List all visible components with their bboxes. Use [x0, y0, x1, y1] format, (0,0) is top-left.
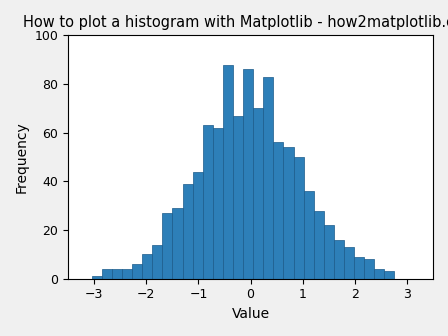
Bar: [132, 264, 142, 279]
Bar: [172, 208, 183, 279]
Bar: [284, 147, 293, 279]
Bar: [193, 172, 203, 279]
Bar: [142, 254, 152, 279]
Bar: [183, 184, 193, 279]
Bar: [152, 245, 163, 279]
Bar: [122, 269, 132, 279]
Bar: [163, 213, 172, 279]
Bar: [253, 108, 263, 279]
Bar: [92, 276, 102, 279]
Bar: [384, 271, 394, 279]
Bar: [213, 128, 223, 279]
Bar: [243, 70, 253, 279]
Bar: [233, 116, 243, 279]
Bar: [374, 269, 384, 279]
Bar: [102, 269, 112, 279]
Y-axis label: Frequency: Frequency: [15, 121, 29, 193]
Bar: [263, 77, 273, 279]
Bar: [304, 191, 314, 279]
Bar: [324, 225, 334, 279]
Bar: [354, 257, 364, 279]
Bar: [223, 65, 233, 279]
Title: How to plot a histogram with Matplotlib - how2matplotlib.com: How to plot a histogram with Matplotlib …: [23, 15, 448, 30]
Bar: [314, 211, 324, 279]
Bar: [334, 240, 344, 279]
X-axis label: Value: Value: [232, 307, 270, 321]
Bar: [112, 269, 122, 279]
Bar: [293, 157, 304, 279]
Bar: [273, 142, 284, 279]
Bar: [344, 247, 354, 279]
Bar: [364, 259, 374, 279]
Bar: [203, 125, 213, 279]
